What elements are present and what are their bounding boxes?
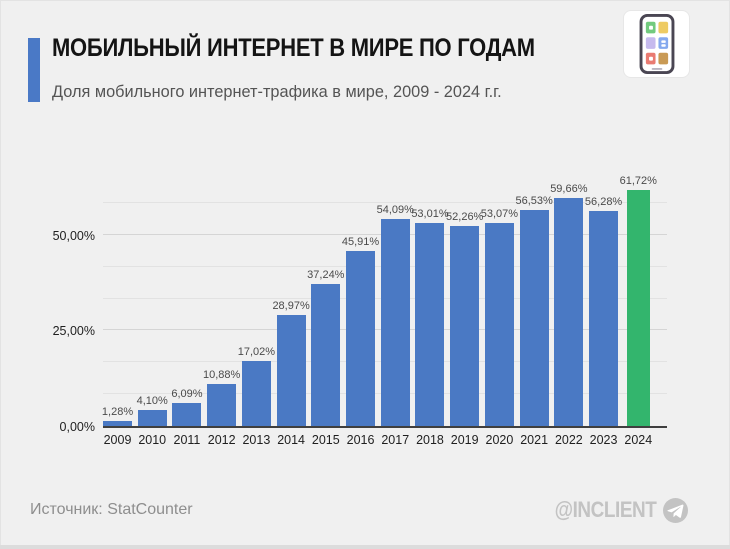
bar-2018: [415, 223, 445, 426]
x-tick-label: 2024: [624, 433, 653, 447]
bar-value-label: 28,97%: [272, 300, 310, 313]
bar-column-2013: 17,02% 2013: [238, 165, 275, 447]
x-tick-label: 2009: [103, 433, 132, 447]
bar-value-label: 37,24%: [307, 268, 345, 281]
x-tick-label: 2010: [138, 433, 167, 447]
x-tick-label: 2018: [416, 433, 444, 447]
x-tick-label: 2012: [207, 433, 236, 447]
brand-logo: @INCLIENT: [538, 497, 688, 523]
bar-2021: [519, 209, 549, 426]
bar-2020: [484, 223, 514, 426]
bar-value-label: 56,53%: [515, 194, 553, 207]
bar-value-label: 10,88%: [203, 369, 241, 382]
bar-2014: [276, 315, 306, 426]
bar-value-label: 45,91%: [341, 235, 380, 248]
bar-2016: [346, 250, 376, 426]
x-tick-label: 2019: [450, 433, 479, 447]
bar-2012: [207, 384, 237, 426]
x-tick-label: 2017: [381, 433, 410, 447]
x-tick-label: 2015: [311, 433, 340, 447]
y-tick-label: 25,00%: [52, 324, 95, 339]
bar-value-label: 6,09%: [171, 387, 203, 400]
gridline-58.33: [103, 202, 667, 204]
bottom-strip: [0, 545, 730, 549]
bar-2013: [241, 360, 271, 426]
bar-2022: [554, 197, 584, 426]
bar-2009: [103, 421, 132, 426]
accent-bar: [28, 38, 40, 102]
x-tick-label: 2016: [346, 433, 375, 447]
bar-2023: [589, 210, 619, 426]
bar-column-2022: 59,66% 2022: [550, 165, 587, 447]
y-tick-label: 0,00%: [59, 420, 95, 434]
x-tick-label: 2014: [277, 433, 305, 447]
bar-2010: [137, 410, 167, 426]
x-tick-label: 2023: [589, 433, 618, 447]
bar-value-label: 61,72%: [619, 175, 657, 188]
bar-value-label: 52,26%: [446, 211, 484, 224]
bar-value-label: 4,10%: [136, 395, 168, 408]
page-title: МОБИЛЬНЫЙ ИНТЕРНЕТ В МИРЕ ПО ГОДАМ: [52, 34, 535, 62]
bar-column-2012: 10,88% 2012: [203, 165, 240, 447]
bar-value-label: 1,28%: [101, 406, 134, 419]
bar-column-2018: 53,01% 2018: [411, 165, 448, 447]
bar-value-label: 56,28%: [584, 195, 623, 208]
bar-series: 1,28% 2009 4,10% 2010 6,09% 2011 10,88% 2012 17,…: [101, 165, 657, 447]
telegram-paper-plane-icon: [663, 497, 688, 523]
smartphone-with-app-tiles-icon: [639, 14, 674, 74]
x-tick-label: 2020: [485, 433, 514, 447]
source-label: Источник: StatCounter: [30, 501, 193, 518]
bar-2015: [311, 283, 341, 426]
bar-column-2024: 61,72% 2024: [620, 165, 657, 447]
y-tick-label: 50,00%: [52, 228, 95, 243]
bar-value-label: 53,01%: [411, 208, 449, 221]
x-tick-label: 2021: [520, 433, 549, 447]
bar-2017: [380, 219, 410, 426]
chart-plot-area: 1,28% 2009 4,10% 2010 6,09% 2011 10,88% 2012 17,…: [101, 165, 667, 447]
bar-2011: [172, 402, 202, 426]
bar-column-2019: 52,26% 2019: [446, 165, 483, 447]
bar-value-label: 59,66%: [550, 182, 588, 195]
bar-column-2010: 4,10% 2010: [136, 165, 168, 447]
bar-column-2017: 54,09% 2017: [377, 165, 414, 447]
phone-card: [623, 10, 690, 78]
bar-column-2015: 37,24% 2015: [307, 165, 344, 447]
bar-column-2011: 6,09% 2011: [171, 165, 203, 447]
brand-name: @INCLIENT: [554, 497, 656, 522]
x-tick-label: 2022: [554, 433, 583, 447]
bar-value-label: 17,02%: [237, 345, 276, 358]
bar-column-2014: 28,97% 2014: [272, 165, 309, 447]
bar-2019: [450, 226, 480, 426]
bar-column-2009: 1,28% 2009: [101, 165, 134, 447]
bar-column-2016: 45,91% 2016: [342, 165, 379, 447]
bar-value-label: 53,07%: [480, 208, 519, 221]
bar-column-2023: 56,28% 2023: [585, 165, 622, 447]
page-subtitle: Доля мобильного интернет-трафика в мире,…: [52, 82, 502, 101]
bar-column-2021: 56,53% 2021: [515, 165, 552, 447]
bar-2024: [626, 190, 650, 426]
bar-value-label: 54,09%: [376, 204, 414, 217]
bar-column-2020: 53,07% 2020: [481, 165, 518, 447]
x-tick-label: 2011: [173, 433, 201, 447]
x-tick-label: 2013: [242, 433, 271, 447]
